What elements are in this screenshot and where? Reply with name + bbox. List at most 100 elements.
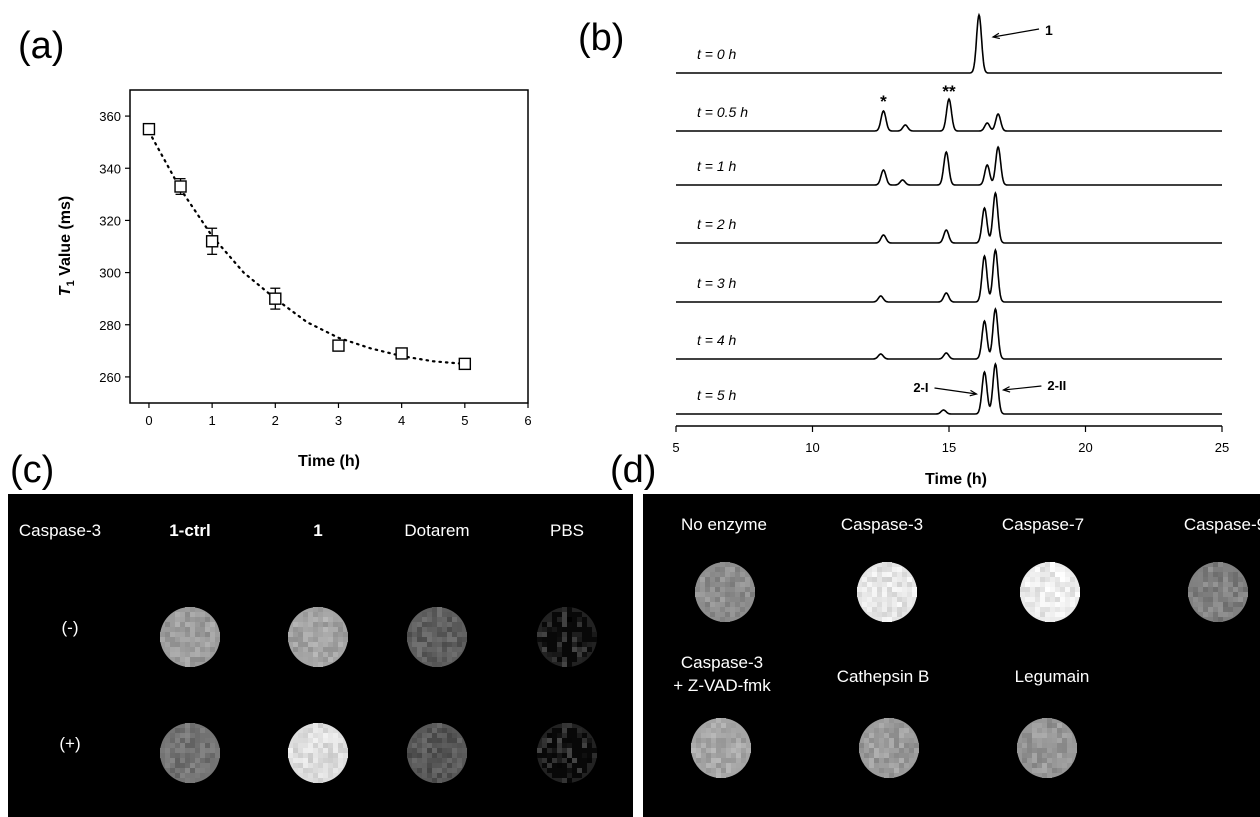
noise-pixel (1047, 723, 1052, 728)
noise-pixel (711, 723, 716, 728)
noise-pixel (442, 728, 447, 733)
noise-pixel (1057, 723, 1062, 728)
noise-pixel (1223, 572, 1228, 577)
noise-pixel (1052, 753, 1057, 758)
noise-pixel (205, 642, 210, 647)
noise-pixel (1047, 738, 1052, 743)
noise-pixel (1067, 738, 1072, 743)
noise-pixel (721, 723, 726, 728)
peak-2II-arrow (1003, 385, 1042, 391)
noise-pixel (587, 647, 592, 652)
noise-pixel (452, 627, 457, 632)
noise-pixel (1047, 773, 1052, 778)
noise-pixel (462, 632, 467, 637)
noise-pixel (447, 768, 452, 773)
noise-pixel (293, 738, 298, 743)
noise-pixel (542, 637, 547, 642)
noise-pixel (914, 748, 919, 753)
noise-pixel (711, 733, 716, 738)
noise-pixel (442, 738, 447, 743)
noise-pixel (452, 748, 457, 753)
noise-pixel (701, 733, 706, 738)
noise-pixel (442, 748, 447, 753)
peak-1-arrow-head (991, 32, 1000, 40)
noise-pixel (577, 743, 582, 748)
noise-pixel (195, 642, 200, 647)
y-tick-label: 340 (99, 161, 121, 176)
noise-pixel (572, 738, 577, 743)
noise-pixel (552, 733, 557, 738)
noise-pixel (731, 723, 736, 728)
noise-pixel (869, 753, 874, 758)
noise-pixel (437, 778, 442, 783)
x-tick-label: 5 (461, 413, 468, 428)
noise-pixel (1213, 587, 1218, 592)
noise-pixel (884, 763, 889, 768)
noise-pixel (160, 637, 165, 642)
noise-pixel (1050, 577, 1055, 582)
noise-pixel (552, 612, 557, 617)
noise-pixel (318, 748, 323, 753)
noise-pixel (190, 733, 195, 738)
noise-pixel (741, 748, 746, 753)
noise-pixel (899, 728, 904, 733)
noise-pixel (1223, 612, 1228, 617)
noise-pixel (582, 652, 587, 657)
noise-pixel (185, 763, 190, 768)
noise-pixel (1042, 723, 1047, 728)
noise-pixel (547, 758, 552, 763)
noise-pixel (887, 562, 892, 567)
noise-pixel (567, 748, 572, 753)
noise-pixel (745, 582, 750, 587)
noise-pixel (696, 743, 701, 748)
noise-pixel (432, 607, 437, 612)
noise-pixel (1055, 582, 1060, 587)
noise-pixel (897, 572, 902, 577)
noise-pixel (1057, 753, 1062, 758)
noise-pixel (180, 753, 185, 758)
noise-pixel (437, 607, 442, 612)
noise-pixel (572, 622, 577, 627)
noise-pixel (318, 773, 323, 778)
noise-pixel (432, 657, 437, 662)
noise-pixel (190, 753, 195, 758)
noise-pixel (1045, 617, 1050, 622)
noise-pixel (442, 733, 447, 738)
noise-pixel (1228, 572, 1233, 577)
noise-pixel (318, 723, 323, 728)
noise-pixel (293, 622, 298, 627)
noise-pixel (298, 637, 303, 642)
noise-pixel (412, 627, 417, 632)
noise-pixel (884, 773, 889, 778)
mri-phantom (407, 607, 467, 667)
enzyme-label: Caspase-7 (1002, 515, 1084, 534)
noise-pixel (185, 768, 190, 773)
noise-pixel (165, 753, 170, 758)
noise-pixel (298, 738, 303, 743)
noise-pixel (1032, 728, 1037, 733)
noise-pixel (328, 733, 333, 738)
noise-pixel (874, 748, 879, 753)
noise-pixel (562, 743, 567, 748)
mri-phantom (695, 562, 755, 622)
noise-pixel (313, 637, 318, 642)
noise-pixel (711, 768, 716, 773)
x-tick-label: 5 (672, 440, 679, 455)
noise-pixel (1193, 587, 1198, 592)
noise-pixel (200, 768, 205, 773)
noise-pixel (1050, 617, 1055, 622)
chromatogram-traces: t = 0 ht = 0.5 ht = 1 ht = 2 ht = 3 ht =… (676, 12, 1222, 415)
noise-pixel (323, 768, 328, 773)
noise-pixel (427, 738, 432, 743)
noise-pixel (567, 657, 572, 662)
noise-pixel (462, 637, 467, 642)
noise-pixel (175, 652, 180, 657)
noise-pixel (318, 632, 323, 637)
data-point-square (395, 347, 408, 360)
noise-pixel (452, 743, 457, 748)
noise-pixel (338, 753, 343, 758)
noise-pixel (175, 773, 180, 778)
noise-pixel (1022, 743, 1027, 748)
noise-pixel (1055, 572, 1060, 577)
